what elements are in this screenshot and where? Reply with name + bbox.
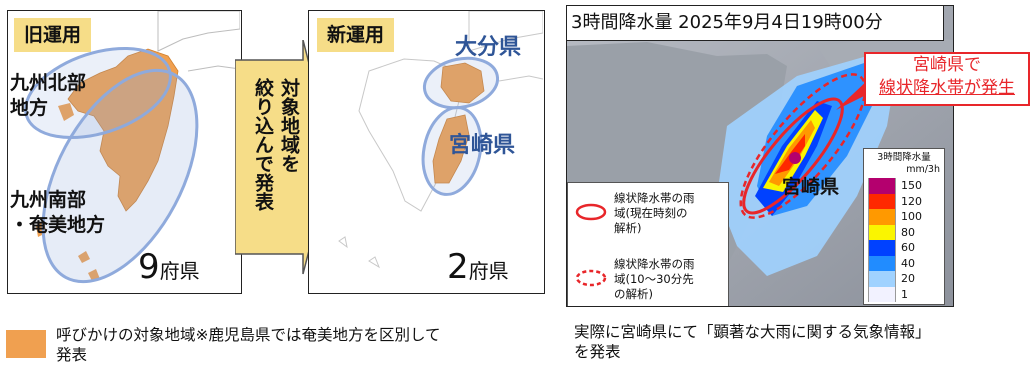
region-label-south: 九州南部 ・奄美地方 xyxy=(10,189,106,236)
old-operation-tag: 旧運用 xyxy=(14,18,92,52)
callout-line2: 線状降水帯が発生 xyxy=(879,78,1015,98)
legend-swatch xyxy=(868,240,896,256)
legend-value: 60 xyxy=(901,241,915,255)
kyushu-map-new xyxy=(338,11,543,269)
legend-value: 150 xyxy=(901,179,922,193)
legend-value: 1 xyxy=(901,287,908,301)
rainfall-title: 3時間降水量 2025年9月4日19時00分 xyxy=(567,6,944,41)
legend-unit: mm/3h xyxy=(906,164,940,175)
callout-line1: 宮崎県で xyxy=(913,55,981,75)
dashed-ellipse-key-icon xyxy=(575,269,607,287)
rainfall-map: 3時間降水量 2025年9月4日19時00分 宮崎県 3時間降水量 mm/3h … xyxy=(566,5,954,307)
legend-value: 20 xyxy=(901,272,915,286)
legend-row: 20 xyxy=(868,271,944,287)
legend-value: 40 xyxy=(901,256,915,270)
legend-swatch xyxy=(868,255,896,271)
legend-value: 80 xyxy=(901,225,915,239)
legend-swatch xyxy=(868,209,896,225)
legend-row: 1 xyxy=(868,286,944,302)
new-operation-tag: 新運用 xyxy=(317,18,395,52)
old-operation-map: 旧運用 九州北部 地方 九州南部 ・奄美地方 9府県 xyxy=(7,10,242,294)
legend-row: 60 xyxy=(868,240,944,256)
region-label-north: 九州北部 地方 xyxy=(10,72,87,119)
legend-title: 3時間降水量 xyxy=(877,152,931,163)
precip-legend: 3時間降水量 mm/3h 150 120 100 80 60 40 20 1 xyxy=(863,148,945,305)
caption-left: 呼びかけの対象地域※鹿児島県では奄美地方を区別して 発表 xyxy=(56,326,441,364)
prefecture-count-old: 9府県 xyxy=(138,247,200,287)
pref-label-miyazaki: 宮崎県 xyxy=(449,133,516,158)
prefecture-count-new: 2府県 xyxy=(447,247,509,287)
legend-swatch xyxy=(868,224,896,240)
orange-swatch xyxy=(6,330,46,358)
legend-row: 120 xyxy=(868,193,944,209)
legend-row: 40 xyxy=(868,255,944,271)
legend-swatch xyxy=(868,178,896,194)
place-label-miyazaki: 宮崎県 xyxy=(782,176,840,198)
legend-swatch xyxy=(868,193,896,209)
legend-value: 100 xyxy=(901,210,922,224)
legend-swatch xyxy=(868,271,896,287)
new-operation-map: 新運用 大分県 宮崎県 2府県 xyxy=(308,10,545,294)
legend-row: 150 xyxy=(868,178,944,194)
rain-band-key: 線状降水帯の雨 域(現在時刻の 解析) 線状降水帯の雨 域(10～30分先 の解… xyxy=(567,182,729,306)
key-dashed-text: 線状降水帯の雨 域(10～30分先 の解析) xyxy=(614,257,695,301)
linear-rainband-callout: 宮崎県で 線状降水帯が発生 xyxy=(864,52,1030,106)
caption-right: 実際に宮崎県にて「顕著な大雨に関する気象情報」 を発表 xyxy=(574,323,931,361)
kyushu-map-old xyxy=(24,11,240,284)
solid-ellipse-key-icon xyxy=(575,203,607,221)
arrow-text-line2: 絞り込んで発表 xyxy=(252,78,274,211)
legend-swatch xyxy=(868,286,896,302)
legend-row: 80 xyxy=(868,224,944,240)
arrow-text-line1: 対象地域を xyxy=(278,78,300,173)
arrow-text: 対象地域を 絞り込んで発表 xyxy=(242,78,302,248)
legend-row: 100 xyxy=(868,209,944,225)
legend-rows: 150 120 100 80 60 40 20 1 xyxy=(868,178,944,302)
pref-label-oita: 大分県 xyxy=(455,35,522,60)
legend-value: 120 xyxy=(901,194,922,208)
key-solid-text: 線状降水帯の雨 域(現在時刻の 解析) xyxy=(614,191,695,235)
